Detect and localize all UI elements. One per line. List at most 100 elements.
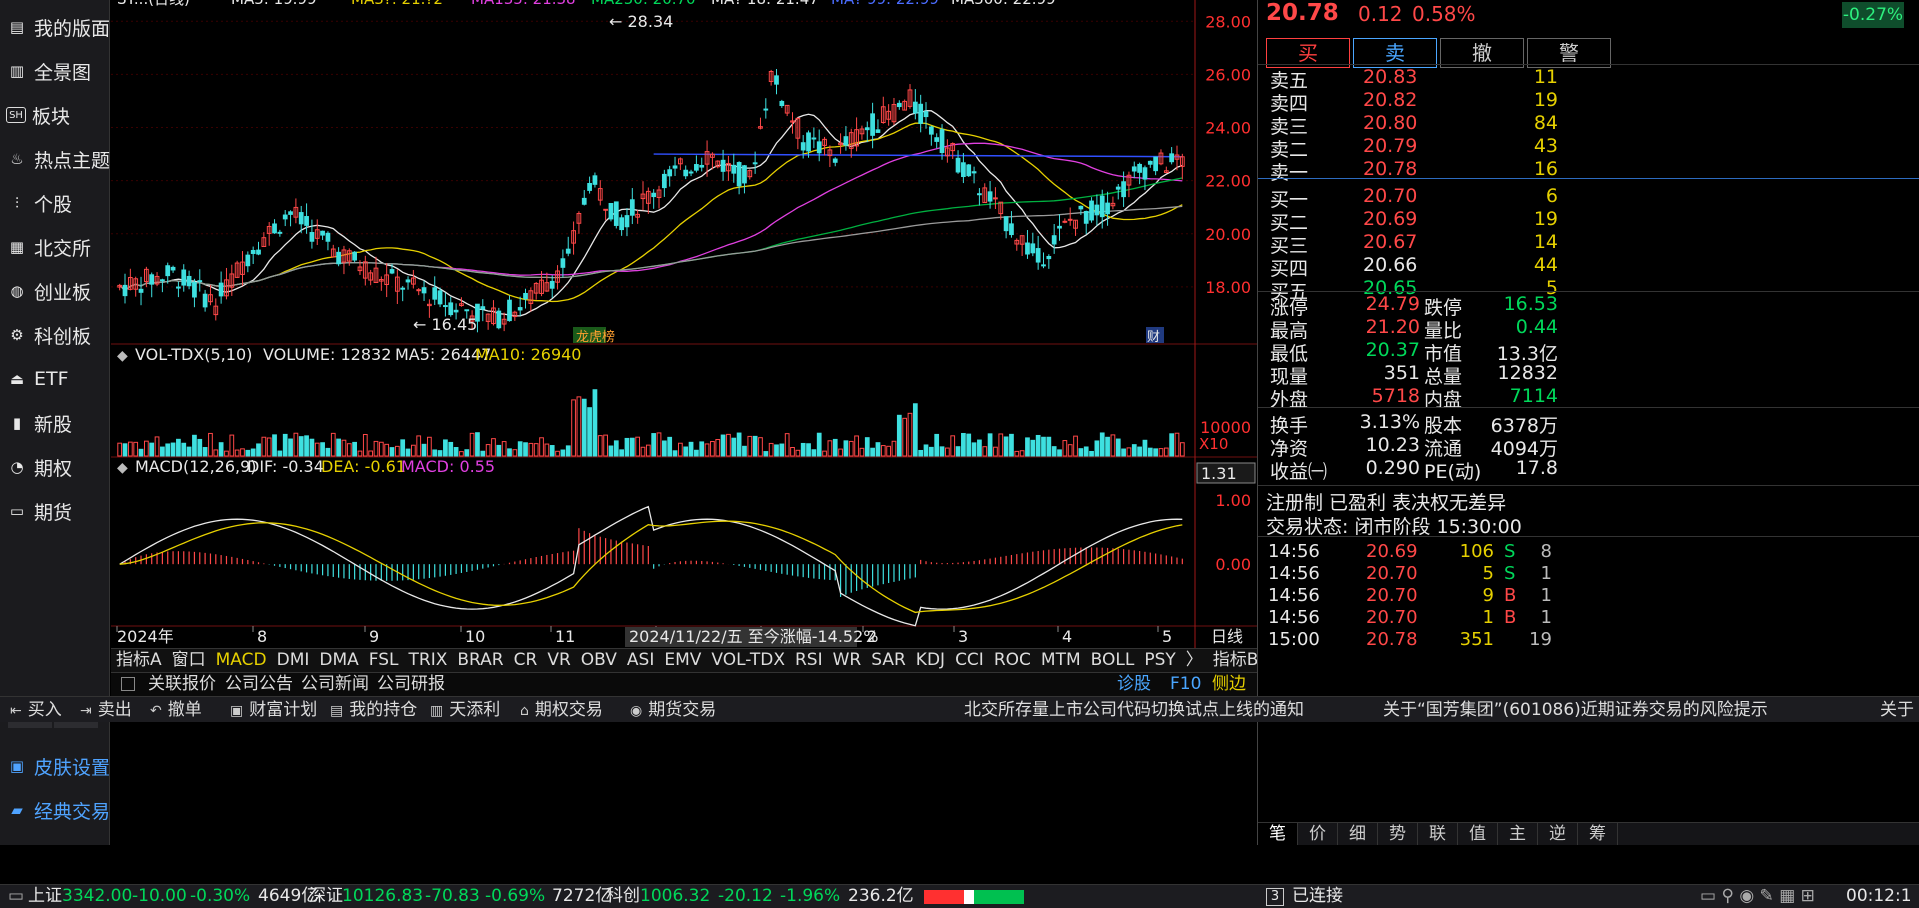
sidebar-item-new-stock[interactable]: ▮ 新股 <box>0 401 110 445</box>
indicator-tab[interactable]: CCI <box>955 650 984 670</box>
cancel-order-button[interactable]: 撤 <box>1440 38 1524 68</box>
bid-row[interactable]: 买一 20.70 6 <box>1258 185 1919 211</box>
indicator-tab[interactable]: 〉 <box>1185 650 1203 670</box>
volume-bar <box>491 438 496 457</box>
volume-bar <box>411 444 416 457</box>
news-ticker-3[interactable]: 关于 <box>1880 700 1914 720</box>
tick-volume: 1 <box>1482 607 1494 628</box>
buy-button[interactable]: 买 <box>1266 38 1350 68</box>
indicator-tab[interactable]: WR <box>832 650 862 670</box>
indicator-tab[interactable]: ROC <box>993 650 1031 670</box>
sidebar-item-stock[interactable]: ⫶ 个股 <box>0 181 110 225</box>
vol-collapse-icon[interactable]: ◆ <box>117 348 128 364</box>
indicator-tab[interactable]: EMV <box>664 650 702 670</box>
sidebar-item-hot-topics[interactable]: ♨ 热点主题 <box>0 137 110 181</box>
connection-status[interactable]: 已连接 <box>1292 886 1343 906</box>
fire-icon: ♨ <box>10 150 24 168</box>
classic-trade-button[interactable]: ▰ 经典交易 <box>0 788 110 832</box>
sidebar-item-panorama[interactable]: ▥ 全景图 <box>0 49 110 93</box>
indicator-tab[interactable]: BRAR <box>457 650 504 670</box>
toolbar-item[interactable]: ▣ 财富计划 <box>230 697 317 724</box>
alert-button[interactable]: 警 <box>1527 38 1611 68</box>
related-quotes-link[interactable]: 关联报价 <box>148 674 216 694</box>
sh-label[interactable]: 上证 <box>28 886 62 906</box>
indicator-tab[interactable]: ASI <box>626 650 655 670</box>
volume-bar <box>186 446 192 457</box>
period-label[interactable]: 日线 <box>1211 627 1243 646</box>
indicator-tab[interactable]: TRIX <box>408 650 448 670</box>
toolbar-item[interactable]: ↶ 撤单 <box>150 697 202 724</box>
panel-checkbox[interactable] <box>121 677 135 691</box>
indicator-tab[interactable]: VOL-TDX <box>711 650 785 670</box>
toolbar-item[interactable]: ⇥ 卖出 <box>80 697 132 724</box>
sidebar-item-options[interactable]: ◔ 期权 <box>0 445 110 489</box>
bid-row[interactable]: 买二 20.69 19 <box>1258 208 1919 234</box>
ask-row[interactable]: 卖四 20.82 19 <box>1258 89 1919 115</box>
detail-tab[interactable]: 主 <box>1498 823 1538 845</box>
ask-row[interactable]: 卖二 20.79 43 <box>1258 135 1919 161</box>
toolbar-item[interactable]: ⇤ 买入 <box>10 697 62 724</box>
longhu-badge[interactable]: 龙虎榜 <box>576 329 615 345</box>
sidebar-item-star-market[interactable]: ⚙ 科创板 <box>0 313 110 357</box>
indicator-tab[interactable]: DMA <box>319 650 359 670</box>
sidebar-item-sector[interactable]: SH 板块 <box>0 93 110 137</box>
company-announcements-link[interactable]: 公司公告 <box>225 674 293 694</box>
volume-bar <box>362 434 368 457</box>
indicator-tab[interactable]: PSY <box>1144 650 1176 670</box>
indicator-tab[interactable]: 窗口 <box>171 650 206 670</box>
diagnose-stock-link[interactable]: 诊股 <box>1117 674 1151 694</box>
indicator-tab[interactable]: 指标A <box>116 650 162 670</box>
f10-link[interactable]: F10 <box>1170 674 1202 694</box>
sell-button[interactable]: 卖 <box>1353 38 1437 68</box>
volume-bar <box>784 433 790 457</box>
news-ticker-2[interactable]: 关于“国芳集团”(601086)近期证券交易的风险提示 <box>1383 700 1768 720</box>
indicator-tab[interactable]: BOLL <box>1090 650 1135 670</box>
indicator-tab[interactable]: DMI <box>276 650 310 670</box>
sz-label[interactable]: 深证 <box>309 886 343 906</box>
candle-body <box>437 290 443 305</box>
sidebar-item-bse[interactable]: ▦ 北交所 <box>0 225 110 269</box>
indicator-tab[interactable]: SAR <box>871 650 906 670</box>
detail-tab[interactable]: 值 <box>1458 823 1498 845</box>
toolbar-item[interactable]: ⌂ 期权交易 <box>520 697 603 724</box>
date-axis-label: 9 <box>369 627 379 646</box>
bid-row[interactable]: 买四 20.66 44 <box>1258 254 1919 280</box>
sidebar-item-my-layout[interactable]: ▤ 我的版面 <box>0 5 110 49</box>
kc-label[interactable]: 科创 <box>606 886 640 906</box>
sidebar-item-etf[interactable]: ⏏ ETF <box>0 357 110 401</box>
detail-tab[interactable]: 逆 <box>1538 823 1578 845</box>
indicator-tab[interactable]: RSI <box>794 650 823 670</box>
detail-tab[interactable]: 势 <box>1378 823 1418 845</box>
indicator-tab[interactable]: VR <box>547 650 571 670</box>
news-ticker-1[interactable]: 北交所存量上市公司代码切换试点上线的通知 <box>964 700 1304 720</box>
detail-tab[interactable]: 筹 <box>1578 823 1618 845</box>
indicator-tab[interactable]: OBV <box>580 650 617 670</box>
order-price: 20.78 <box>1363 158 1418 180</box>
toolbar-item[interactable]: ▤ 我的持仓 <box>330 697 417 724</box>
sidebar-item-futures[interactable]: ▭ 期货 <box>0 489 110 533</box>
finance-badge[interactable]: 财 <box>1147 330 1160 345</box>
bid-row[interactable]: 买三 20.67 14 <box>1258 231 1919 257</box>
detail-tab[interactable]: 细 <box>1338 823 1378 845</box>
indicator-tab[interactable]: FSL <box>368 650 399 670</box>
company-research-link[interactable]: 公司研报 <box>377 674 445 694</box>
detail-tab[interactable]: 笔 <box>1258 823 1298 845</box>
company-news-link[interactable]: 公司新闻 <box>301 674 369 694</box>
macd-collapse-icon[interactable]: ◆ <box>117 460 128 476</box>
ask-row[interactable]: 卖五 20.83 11 <box>1258 66 1919 92</box>
bid-row[interactable]: 买五 20.65 5 <box>1258 277 1919 303</box>
detail-tab[interactable]: 价 <box>1298 823 1338 845</box>
detail-tab[interactable]: 联 <box>1418 823 1458 845</box>
indicator-tab[interactable]: MACD <box>215 650 267 670</box>
skin-settings-button[interactable]: ▣ 皮肤设置 <box>0 744 110 788</box>
ask-row[interactable]: 卖三 20.80 84 <box>1258 112 1919 138</box>
indicator-tab[interactable]: CR <box>513 650 538 670</box>
indicator-tab[interactable]: 指标B <box>1212 650 1259 670</box>
indicator-tab[interactable]: MTM <box>1040 650 1081 670</box>
toolbar-item[interactable]: ▥ 天添利 <box>430 697 500 724</box>
toolbar-item[interactable]: ◉ 期货交易 <box>630 697 716 724</box>
indicator-tab[interactable]: KDJ <box>915 650 946 670</box>
volume-bar <box>1046 436 1052 457</box>
sidebar-item-chinext[interactable]: ◍ 创业板 <box>0 269 110 313</box>
